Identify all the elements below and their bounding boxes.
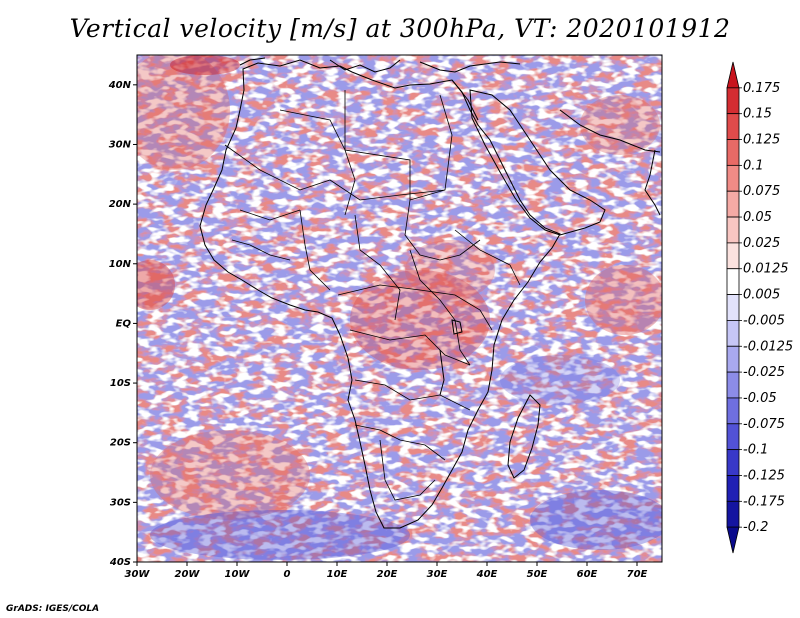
colorbar-label: 0.1	[743, 158, 764, 173]
colorbar-swatch	[726, 216, 740, 244]
lon-tick-label: 30E	[427, 569, 448, 580]
lon-tick-label: 50E	[527, 569, 548, 580]
colorbar-label: -0.1	[743, 443, 768, 458]
colorbar-swatch	[726, 397, 740, 425]
colorbar-upper-triangle	[726, 61, 740, 89]
colorbar-label: -0.125	[743, 468, 785, 483]
colorbar-label: 0.0125	[743, 262, 789, 277]
colorbar-swatch	[726, 449, 740, 476]
country-borders	[224, 90, 521, 501]
colorbar-swatch	[726, 294, 740, 321]
lat-tick-label: 40S	[109, 557, 131, 568]
colorbar-swatch	[726, 87, 740, 115]
arabia-coast	[469, 89, 606, 236]
colorbar-label: 0.005	[743, 288, 780, 303]
colorbar-label: -0.175	[743, 494, 785, 509]
madagascar-coast	[507, 394, 541, 479]
lat-tick-label: 40N	[108, 80, 132, 91]
lat-tick-label: EQ	[116, 318, 132, 329]
lat-tick-label: 30N	[109, 139, 132, 150]
lake-tanganyika	[439, 349, 445, 396]
colorbar-label: 0.125	[743, 133, 780, 148]
colorbar-label: 0.025	[743, 236, 780, 251]
latitude-axis: 40S 30S 20S 10S EQ 10N 20N 30N 40N	[108, 80, 137, 568]
colorbar-label: -0.075	[743, 417, 785, 432]
colorbar-label: -0.2	[743, 520, 768, 535]
colorbar-label: 0.075	[743, 184, 780, 199]
colorbar-swatch	[726, 113, 740, 140]
lon-tick-label: 30W	[125, 569, 151, 580]
iran-coast	[559, 109, 661, 153]
colorbar: 0.175 0.15 0.125 0.1 0.075 0.05 0.025 0.0125 0.0…	[726, 61, 793, 554]
colorbar-label: -0.05	[743, 391, 777, 406]
map-title: Vertical velocity [m/s] at 300hPa, VT: 2…	[69, 14, 731, 43]
colorbar-swatch	[726, 500, 740, 528]
colorbar-swatch	[726, 242, 740, 270]
colorbar-swatch	[726, 190, 740, 218]
colorbar-swatch	[726, 423, 740, 451]
lat-tick-label: 20S	[110, 438, 131, 449]
colorbar-label: 0.15	[743, 107, 772, 122]
colorbar-swatch	[726, 164, 740, 192]
lat-tick-label: 10N	[109, 259, 132, 270]
lon-tick-label: 10W	[225, 569, 251, 580]
lon-tick-label: 10E	[327, 569, 348, 580]
coastlines	[199, 57, 661, 529]
colorbar-label: -0.025	[743, 365, 785, 380]
lon-tick-label: 20W	[175, 569, 201, 580]
lat-tick-label: 30S	[110, 497, 131, 508]
colorbar-label: -0.0125	[743, 339, 793, 354]
longitude-axis: 30W 20W 10W 0 10E 20E 30E 40E 50E 60E 70E	[125, 562, 648, 580]
colorbar-lower-triangle	[726, 526, 740, 554]
credit-label: GrADS: IGES/COLA	[6, 604, 100, 614]
europe-coast	[239, 57, 521, 73]
colorbar-label: -0.005	[743, 313, 785, 328]
lon-tick-label: 40E	[476, 569, 498, 580]
colorbar-swatch	[726, 371, 740, 399]
colorbar-swatch	[726, 345, 740, 373]
velocity-field	[137, 55, 662, 562]
lon-tick-label: 20E	[377, 569, 398, 580]
lon-tick-label: 60E	[577, 569, 598, 580]
colorbar-swatch	[726, 139, 740, 166]
colorbar-label: 0.05	[743, 210, 772, 225]
colorbar-swatch	[726, 475, 740, 502]
lake-victoria	[451, 319, 463, 335]
map-frame	[136, 54, 663, 563]
india-coast	[644, 149, 661, 216]
colorbar-swatch	[726, 320, 740, 347]
lat-tick-label: 20N	[109, 199, 132, 210]
lat-tick-label: 10S	[110, 378, 131, 389]
lon-tick-label: 70E	[627, 569, 648, 580]
colorbar-label: 0.175	[743, 81, 780, 96]
lon-tick-label: 0	[284, 569, 291, 580]
colorbar-swatch	[726, 268, 740, 295]
